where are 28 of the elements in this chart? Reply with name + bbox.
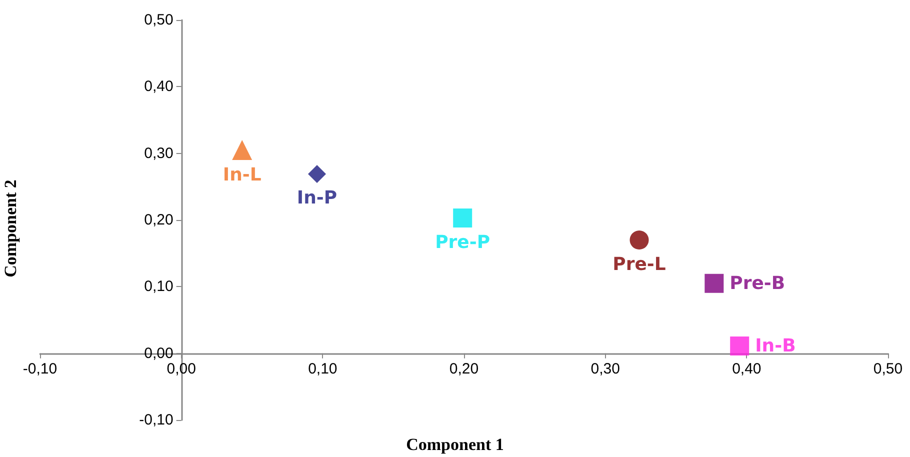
y-tick-label: 0,50: [144, 12, 174, 28]
y-tick-label: -0,10: [139, 412, 174, 428]
series-label: Pre-B: [730, 272, 786, 294]
point: [453, 208, 472, 228]
point: [308, 165, 326, 183]
point: [704, 274, 724, 293]
series-label: Pre-P: [435, 232, 490, 253]
series-label: In-B: [755, 336, 796, 356]
x-tick-label: 0,10: [308, 360, 338, 378]
y-tick-label: 0,40: [144, 78, 174, 96]
y-axis-title: Component 2: [1, 180, 20, 278]
point: [232, 140, 252, 160]
x-tick-label: 0,50: [873, 360, 903, 378]
x-tick-label: 0,20: [449, 360, 479, 378]
y-tick-label: 0,00: [144, 344, 174, 362]
x-tick-label: 0,30: [590, 360, 620, 378]
x-tick-label: -0,10: [22, 360, 58, 378]
y-tick-label: 0,10: [144, 278, 174, 296]
series-label: In-P: [296, 188, 338, 208]
y-tick-label: 0,30: [144, 144, 174, 162]
x-tick-label: 0,40: [732, 360, 762, 378]
series-label: Pre-L: [612, 254, 666, 275]
point: [630, 230, 649, 250]
x-axis-title: Component 1: [406, 435, 504, 454]
x-tick-label: 0,00: [166, 360, 196, 378]
y-tick-label: 0,20: [144, 212, 174, 228]
series-label: In-L: [222, 164, 262, 186]
point: [730, 336, 750, 356]
